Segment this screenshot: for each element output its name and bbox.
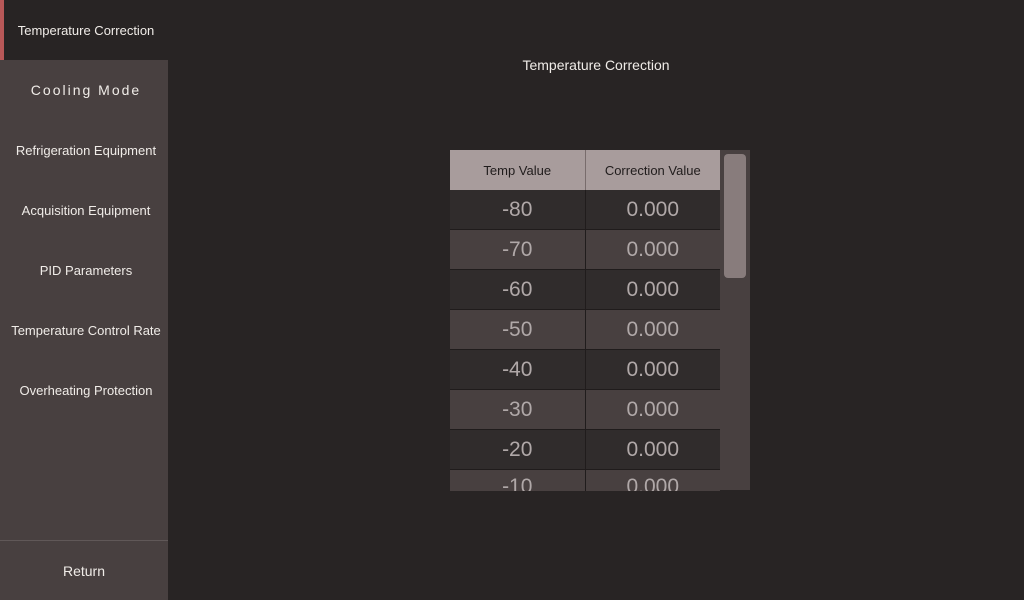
- page-title: Temperature Correction: [168, 57, 1024, 73]
- sidebar-item-overheating[interactable]: Overheating Protection: [0, 360, 168, 420]
- sidebar-item-pid-parameters[interactable]: PID Parameters: [0, 240, 168, 300]
- return-button[interactable]: Return: [0, 540, 168, 600]
- sidebar-spacer: [0, 420, 168, 540]
- temp-value-cell: -10: [450, 470, 586, 491]
- sidebar-item-label: Overheating Protection: [20, 383, 153, 398]
- table-row[interactable]: -20 0.000: [450, 430, 720, 470]
- sidebar-item-temp-control-rate[interactable]: Temperature Control Rate: [0, 300, 168, 360]
- correction-table: Temp Value Correction Value -80 0.000 -7…: [450, 150, 720, 491]
- temp-value-cell: -50: [450, 310, 586, 350]
- table-body: -80 0.000 -70 0.000 -60 0.000 -50 0.000: [450, 190, 720, 491]
- correction-value-cell[interactable]: 0.000: [586, 430, 721, 470]
- sidebar-item-label: Temperature Control Rate: [11, 323, 161, 338]
- sidebar-item-label: Cooling Mode: [31, 82, 141, 98]
- table-row[interactable]: -60 0.000: [450, 270, 720, 310]
- sidebar-item-label: PID Parameters: [40, 263, 132, 278]
- header-temp-value: Temp Value: [450, 150, 586, 190]
- correction-value-cell[interactable]: 0.000: [586, 390, 721, 430]
- sidebar-item-label: Temperature Correction: [18, 23, 155, 38]
- temp-value-cell: -30: [450, 390, 586, 430]
- table-row[interactable]: -70 0.000: [450, 230, 720, 270]
- correction-value-cell[interactable]: 0.000: [586, 350, 721, 390]
- sidebar-item-temperature-correction[interactable]: Temperature Correction: [0, 0, 168, 60]
- correction-value-cell[interactable]: 0.000: [586, 190, 721, 230]
- temp-value-cell: -80: [450, 190, 586, 230]
- temp-value-cell: -20: [450, 430, 586, 470]
- table-row[interactable]: -40 0.000: [450, 350, 720, 390]
- header-correction-value: Correction Value: [586, 150, 721, 190]
- temp-value-cell: -40: [450, 350, 586, 390]
- table-row[interactable]: -10 0.000: [450, 470, 720, 491]
- temp-value-cell: -70: [450, 230, 586, 270]
- sidebar-item-label: Refrigeration Equipment: [16, 143, 156, 158]
- sidebar-item-refrigeration[interactable]: Refrigeration Equipment: [0, 120, 168, 180]
- temp-value-cell: -60: [450, 270, 586, 310]
- correction-value-cell[interactable]: 0.000: [586, 470, 721, 491]
- correction-value-cell[interactable]: 0.000: [586, 310, 721, 350]
- sidebar-item-label: Acquisition Equipment: [22, 203, 151, 218]
- main-content: Temperature Correction Temp Value Correc…: [168, 0, 1024, 600]
- correction-value-cell[interactable]: 0.000: [586, 230, 721, 270]
- sidebar: Temperature Correction Cooling Mode Refr…: [0, 0, 168, 600]
- return-label: Return: [63, 563, 105, 579]
- sidebar-item-cooling-mode[interactable]: Cooling Mode: [0, 60, 168, 120]
- correction-value-cell[interactable]: 0.000: [586, 270, 721, 310]
- sidebar-item-acquisition[interactable]: Acquisition Equipment: [0, 180, 168, 240]
- table-header: Temp Value Correction Value: [450, 150, 720, 190]
- correction-table-container: Temp Value Correction Value -80 0.000 -7…: [450, 150, 750, 491]
- table-row[interactable]: -80 0.000: [450, 190, 720, 230]
- scrollbar-thumb[interactable]: [724, 154, 746, 278]
- table-row[interactable]: -30 0.000: [450, 390, 720, 430]
- scrollbar-track[interactable]: [720, 150, 750, 490]
- table-row[interactable]: -50 0.000: [450, 310, 720, 350]
